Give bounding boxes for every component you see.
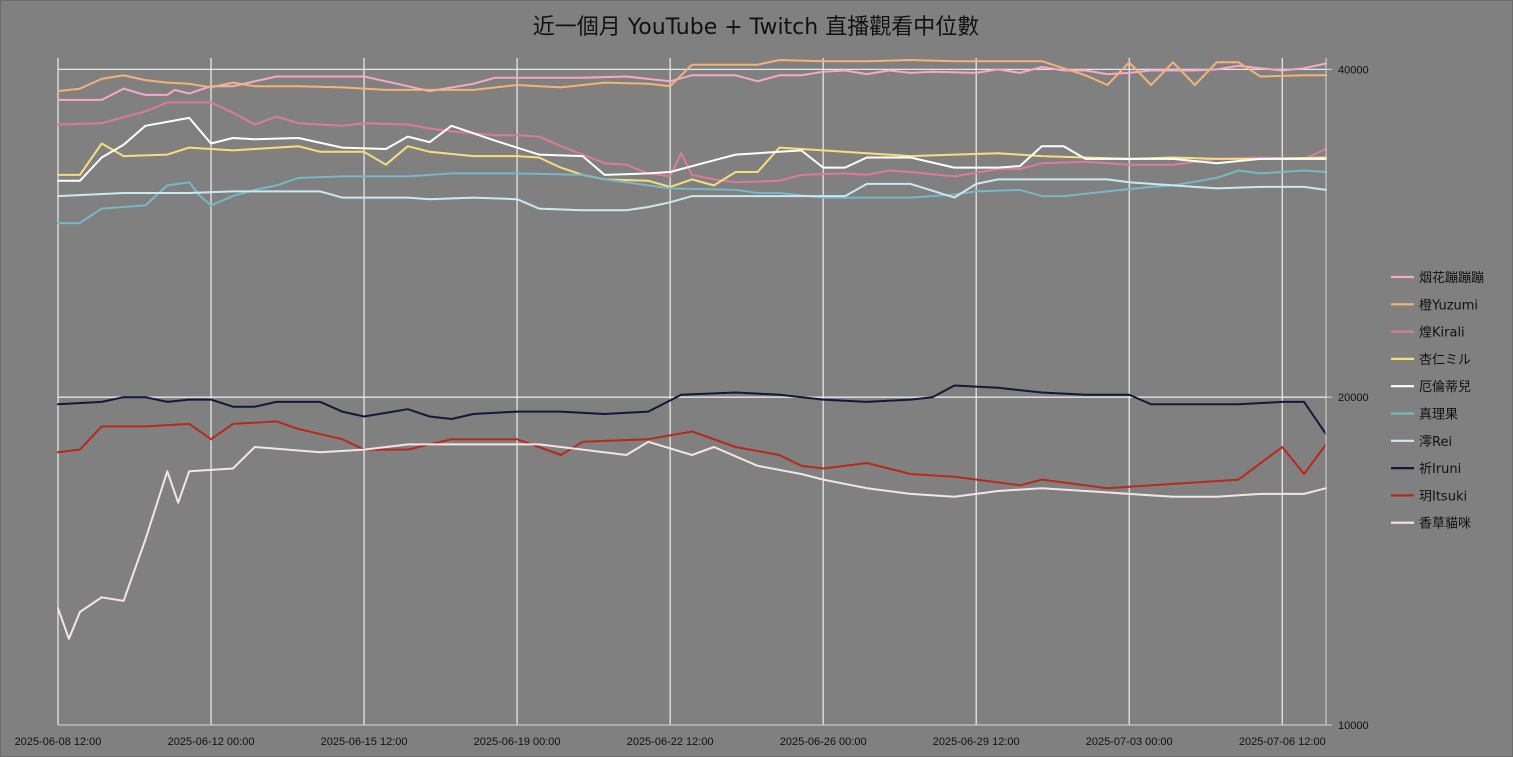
x-tick-label: 2025-06-08 12:00 — [15, 736, 102, 748]
series-line-5 — [57, 169, 1327, 225]
x-tick-label: 2025-06-19 00:00 — [474, 736, 561, 748]
series-line-1 — [57, 59, 1327, 93]
series-line-6 — [57, 178, 1327, 212]
series-line-0 — [57, 62, 1327, 101]
series-line-8 — [57, 420, 1327, 490]
legend-label: 杏仁ミル — [1419, 353, 1471, 368]
x-tick-label: 2025-06-26 00:00 — [780, 736, 867, 748]
gridlines — [57, 58, 1326, 725]
series-line-2 — [57, 101, 1327, 184]
legend-label: 澪Rei — [1419, 435, 1452, 450]
legend-label: 橙Yuzumi — [1419, 298, 1478, 313]
x-tick-label: 2025-06-12 00:00 — [168, 736, 255, 748]
series-line-4 — [57, 116, 1327, 182]
legend-label: 烟花蹦蹦蹦 — [1419, 270, 1484, 286]
legend-label: 香草貓咪 — [1419, 517, 1471, 532]
chart-title: 近一個月 YouTube + Twitch 直播觀看中位數 — [533, 15, 979, 40]
legend-label: 玥Itsuki — [1419, 489, 1467, 504]
y-tick-label: 20000 — [1338, 392, 1369, 404]
axes: 2025-06-08 12:00 2025-06-12 00:00 2025-06-… — [15, 58, 1369, 748]
x-tick-label: 2025-06-29 12:00 — [933, 736, 1020, 748]
y-tick-label: 10000 — [1338, 720, 1369, 732]
series-line-7 — [57, 384, 1327, 436]
x-tick-label: 2025-07-03 00:00 — [1086, 736, 1173, 748]
legend-label: 厄倫蒂兒 — [1419, 380, 1471, 395]
x-tick-label: 2025-06-15 12:00 — [321, 736, 408, 748]
x-tick-label: 2025-06-22 12:00 — [627, 736, 714, 748]
series-lines — [57, 59, 1327, 640]
x-tick-label: 2025-07-06 12:00 — [1239, 736, 1326, 748]
legend-label: 祈Iruni — [1419, 462, 1461, 477]
series-line-9 — [57, 440, 1327, 640]
legend-label: 煌Kirali — [1419, 326, 1465, 341]
y-tick-label: 40000 — [1338, 64, 1369, 76]
legend-label: 真理果 — [1419, 408, 1458, 423]
